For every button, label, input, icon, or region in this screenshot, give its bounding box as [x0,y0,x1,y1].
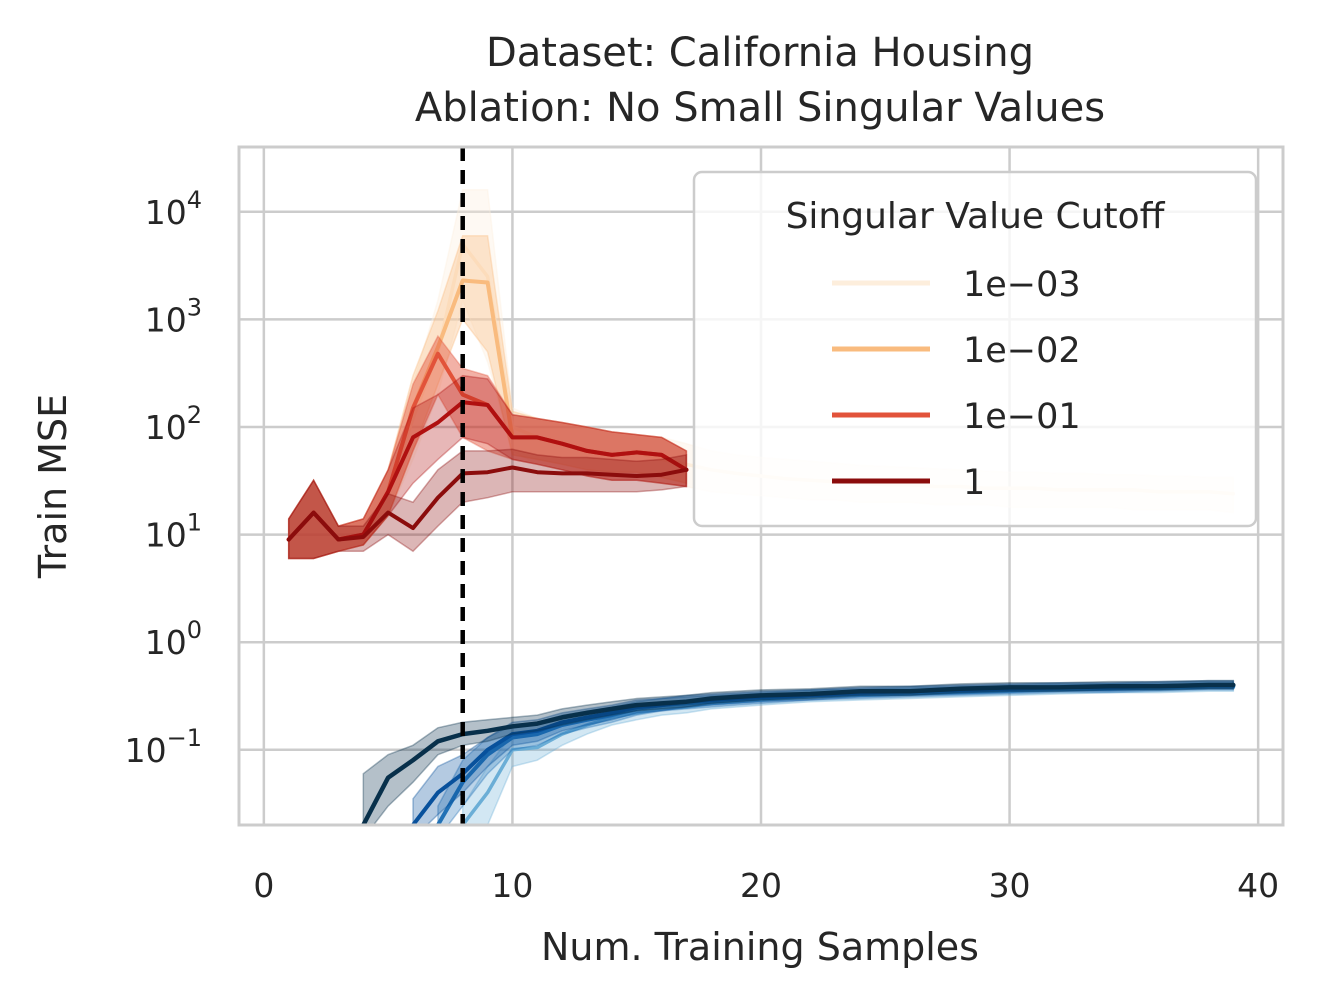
legend-label: 1e−01 [963,397,1081,437]
y-axis-ticks: 10−1 100 101 102 103 104 [125,186,202,770]
y-tick-label: 103 [145,293,202,339]
x-tick-label: 20 [740,866,782,905]
legend-label: 1 [963,463,985,503]
series-band [287,334,688,560]
chart-title: Dataset: California Housing [486,30,1034,76]
y-tick-label: 100 [145,616,202,662]
x-axis-ticks: 0 10 20 30 40 [253,866,1279,905]
x-tick-label: 10 [491,866,533,905]
x-tick-label: 30 [989,866,1031,905]
y-tick-label: 101 [145,509,202,555]
series-band [437,680,1235,825]
series-line [361,682,1236,825]
y-tick-label: 10−1 [125,724,202,770]
x-tick-label: 0 [253,866,274,905]
x-tick-label: 40 [1237,866,1279,905]
legend-title: Singular Value Cutoff [786,196,1166,237]
series-band [362,679,1235,825]
legend: Singular Value Cutoff 1e−03 1e−02 1e−01 1 [692,170,1258,528]
series-band [287,448,688,560]
y-axis-label: Train MSE [31,394,75,579]
series-band [287,234,688,560]
series-band [412,679,1235,825]
plot-frame [237,145,1285,827]
series-line [286,465,689,542]
legend-box [692,170,1258,528]
chart-subtitle: Ablation: No Small Singular Values [415,85,1105,131]
legend-label: 1e−02 [963,331,1081,371]
y-tick-label: 102 [145,401,202,447]
legend-label: 1e−03 [963,265,1081,305]
x-axis-label: Num. Training Samples [541,925,979,969]
y-tick-label: 104 [145,186,202,232]
series-line [435,684,1236,825]
